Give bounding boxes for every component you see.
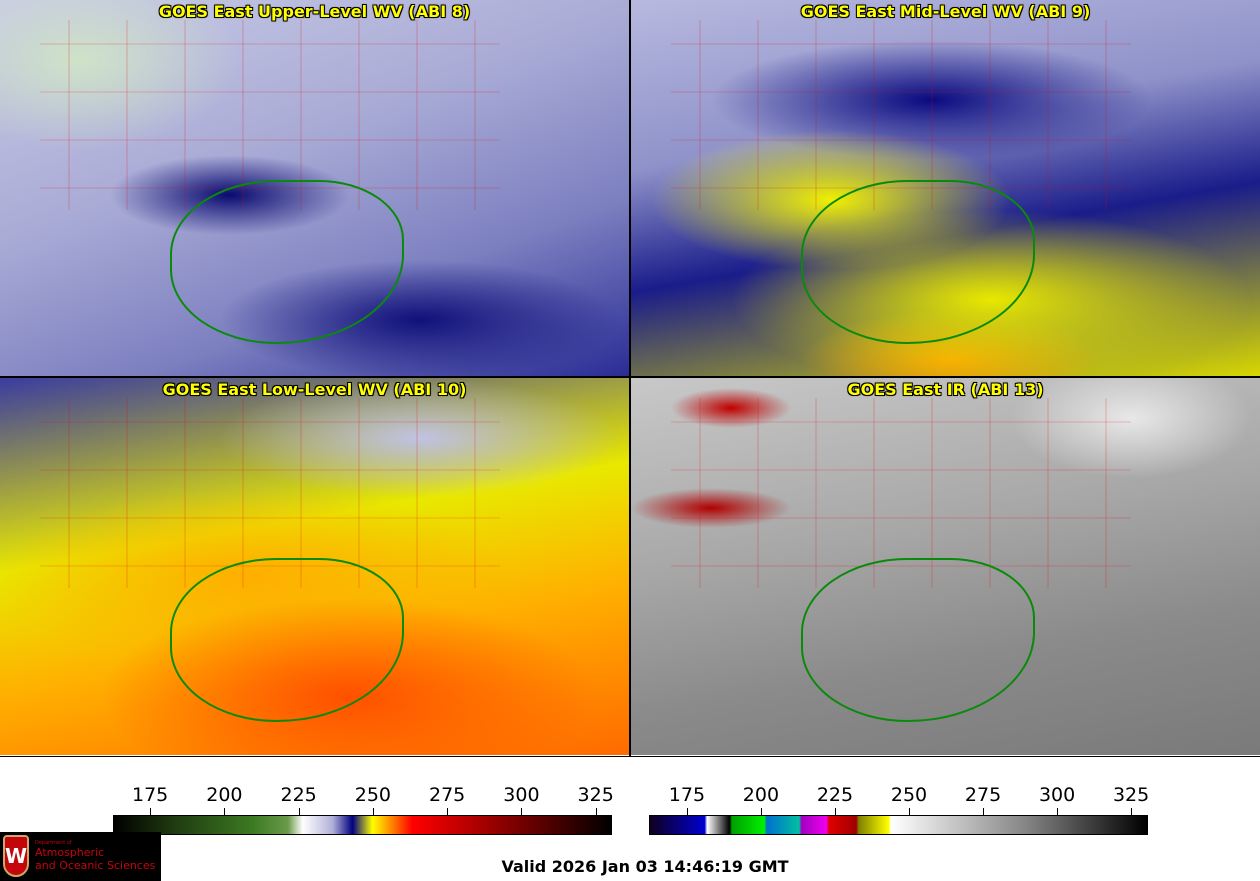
logo-line-2: and Oceanic Sciences (35, 859, 156, 872)
colorbar-tick (909, 808, 910, 815)
colorbar-tick-label: 175 (131, 784, 169, 806)
state-boundaries (40, 20, 500, 210)
colorbar-tick-label: 300 (503, 784, 540, 806)
colorbar-tick (1057, 808, 1059, 815)
colorbar-tick (372, 808, 374, 815)
panel-low-level-wv: GOES East Low-Level WV (ABI 10) (0, 378, 629, 755)
logo-line-1: Atmospheric (35, 846, 105, 859)
panel-title: GOES East Low-Level WV (ABI 10) (162, 380, 467, 399)
gulf-coastline (801, 558, 1035, 722)
colorbar-tick (760, 808, 762, 815)
colorbar-tick-label: 200 (206, 784, 243, 806)
colorbar-tick-label: 250 (890, 784, 928, 806)
state-boundaries (40, 398, 500, 588)
panel-title: GOES East Mid-Level WV (ABI 9) (800, 2, 1091, 21)
panel-upper-level-wv: GOES East Upper-Level WV (ABI 8) (0, 0, 629, 377)
colorbar-tick (686, 808, 688, 815)
colorbar-tick-label: 225 (816, 784, 854, 806)
aos-logo: W Department of Atmospheric and Oceanic … (0, 832, 161, 881)
panel-divider-horizontal (0, 376, 1260, 378)
colorbar-tick (1131, 808, 1133, 815)
panel-divider-bottom (0, 756, 1260, 757)
colorbar-tick-label: 225 (280, 784, 317, 806)
panel-title: GOES East Upper-Level WV (ABI 8) (158, 2, 471, 21)
colorbar-tick (834, 808, 836, 815)
gulf-coastline (170, 558, 404, 722)
logo-department: Department of (35, 840, 72, 846)
colorbar-tick-label: 200 (742, 784, 780, 806)
uw-crest-icon: W (3, 835, 29, 877)
panel-divider-vertical (629, 0, 631, 757)
valid-time: Valid 2026 Jan 03 14:46:19 GMT (501, 857, 789, 876)
colorbar-tick (521, 808, 523, 815)
colorbar-tick (224, 808, 226, 815)
colorbar-tick (595, 808, 597, 815)
colorbar-tick-label: 300 (1038, 784, 1076, 806)
colorbar-tick (298, 808, 300, 815)
colorbar-tick-label: 250 (354, 784, 392, 806)
colorbar-tick-label: 325 (577, 784, 614, 806)
panel-mid-level-wv: GOES East Mid-Level WV (ABI 9) (631, 0, 1260, 377)
ir-colorbar (649, 815, 1148, 835)
state-boundaries (671, 20, 1131, 210)
gulf-coastline (170, 180, 404, 344)
colorbar-tick-label: 325 (1112, 784, 1150, 806)
colorbar-tick-label: 275 (964, 784, 1002, 806)
colorbar-tick-label: 275 (429, 784, 466, 806)
state-boundaries (671, 398, 1131, 588)
colorbar-tick (150, 808, 152, 815)
colorbar-tick (983, 808, 985, 815)
panel-title: GOES East IR (ABI 13) (847, 380, 1044, 399)
colorbar-tick (447, 808, 449, 815)
colorbar-tick-label: 175 (668, 784, 706, 806)
gulf-coastline (801, 180, 1035, 344)
wv-colorbar (113, 815, 612, 835)
panel-ir: GOES East IR (ABI 13) (631, 378, 1260, 755)
